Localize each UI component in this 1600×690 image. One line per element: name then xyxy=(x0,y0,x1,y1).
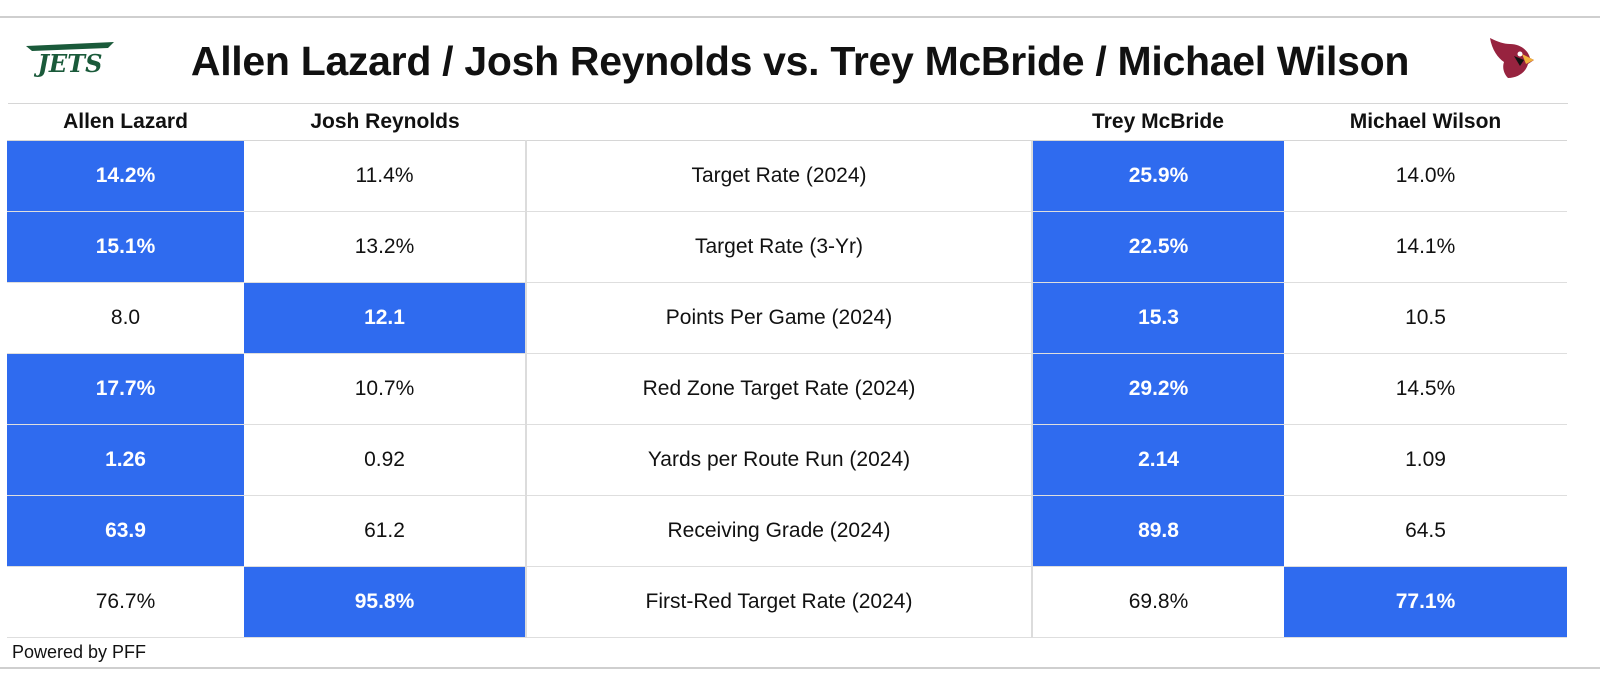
table-row: 1.26 0.92 Yards per Route Run (2024) 2.14 1.… xyxy=(7,424,1567,496)
metric-label: Yards per Route Run (2024) xyxy=(526,424,1033,496)
metric-label: Target Rate (2024) xyxy=(526,140,1033,212)
metric-label: Red Zone Target Rate (2024) xyxy=(526,353,1033,425)
value-cell: 29.2% xyxy=(1032,353,1284,425)
value-cell: 14.2% xyxy=(7,140,244,212)
value-cell: 76.7% xyxy=(7,566,244,638)
value-cell: 77.1% xyxy=(1284,566,1567,638)
value-cell: 1.09 xyxy=(1284,424,1567,496)
value-cell: 8.0 xyxy=(7,282,244,354)
value-cell: 64.5 xyxy=(1284,495,1567,567)
value-cell: 14.0% xyxy=(1284,140,1567,212)
table-row: 76.7% 95.8% First-Red Target Rate (2024) 69… xyxy=(7,566,1567,638)
table-row: 14.2% 11.4% Target Rate (2024) 25.9% 14.0% xyxy=(7,140,1567,212)
value-cell: 10.7% xyxy=(244,353,527,425)
column-header: Josh Reynolds xyxy=(244,104,526,141)
table-row: 8.0 12.1 Points Per Game (2024) 15.3 10.5 xyxy=(7,282,1567,354)
value-cell: 61.2 xyxy=(244,495,527,567)
table-row: 15.1% 13.2% Target Rate (3-Yr) 22.5% 14.1% xyxy=(7,211,1567,283)
column-header: Allen Lazard xyxy=(7,104,244,141)
top-rule xyxy=(0,16,1600,18)
metric-label: Receiving Grade (2024) xyxy=(526,495,1033,567)
value-cell: 69.8% xyxy=(1032,566,1284,638)
comparison-table: Allen Lazard Josh Reynolds Trey McBride … xyxy=(7,104,1567,638)
column-header xyxy=(526,104,1032,141)
value-cell: 15.1% xyxy=(7,211,244,283)
metric-label: Target Rate (3-Yr) xyxy=(526,211,1033,283)
value-cell: 1.26 xyxy=(7,424,244,496)
header: JETS Allen Lazard / Josh Reynolds vs. Tr… xyxy=(0,18,1600,104)
svg-text:JETS: JETS xyxy=(34,49,103,78)
column-header: Michael Wilson xyxy=(1284,104,1567,141)
value-cell: 12.1 xyxy=(244,282,527,354)
table-row: 17.7% 10.7% Red Zone Target Rate (2024) 29.… xyxy=(7,353,1567,425)
value-cell: 13.2% xyxy=(244,211,527,283)
footer-credit: Powered by PFF xyxy=(12,642,147,662)
value-cell: 0.92 xyxy=(244,424,527,496)
value-cell: 11.4% xyxy=(244,140,527,212)
header-divider xyxy=(8,103,1568,104)
cardinals-logo-icon xyxy=(1484,34,1536,87)
metric-label: Points Per Game (2024) xyxy=(526,282,1033,354)
value-cell: 14.1% xyxy=(1284,211,1567,283)
value-cell: 2.14 xyxy=(1032,424,1284,496)
value-cell: 95.8% xyxy=(244,566,527,638)
value-cell: 25.9% xyxy=(1032,140,1284,212)
value-cell: 17.7% xyxy=(7,353,244,425)
jets-logo-icon: JETS xyxy=(22,40,118,83)
value-cell: 14.5% xyxy=(1284,353,1567,425)
value-cell: 15.3 xyxy=(1032,282,1284,354)
value-cell: 89.8 xyxy=(1032,495,1284,567)
bottom-rule xyxy=(0,667,1600,669)
value-cell: 63.9 xyxy=(7,495,244,567)
table-row: 63.9 61.2 Receiving Grade (2024) 89.8 64.5 xyxy=(7,495,1567,567)
header-row: Allen Lazard Josh Reynolds Trey McBride … xyxy=(7,104,1567,141)
chart-title: Allen Lazard / Josh Reynolds vs. Trey Mc… xyxy=(190,38,1410,84)
value-cell: 10.5 xyxy=(1284,282,1567,354)
column-header: Trey McBride xyxy=(1032,104,1284,141)
metric-label: First-Red Target Rate (2024) xyxy=(526,566,1033,638)
value-cell: 22.5% xyxy=(1032,211,1284,283)
